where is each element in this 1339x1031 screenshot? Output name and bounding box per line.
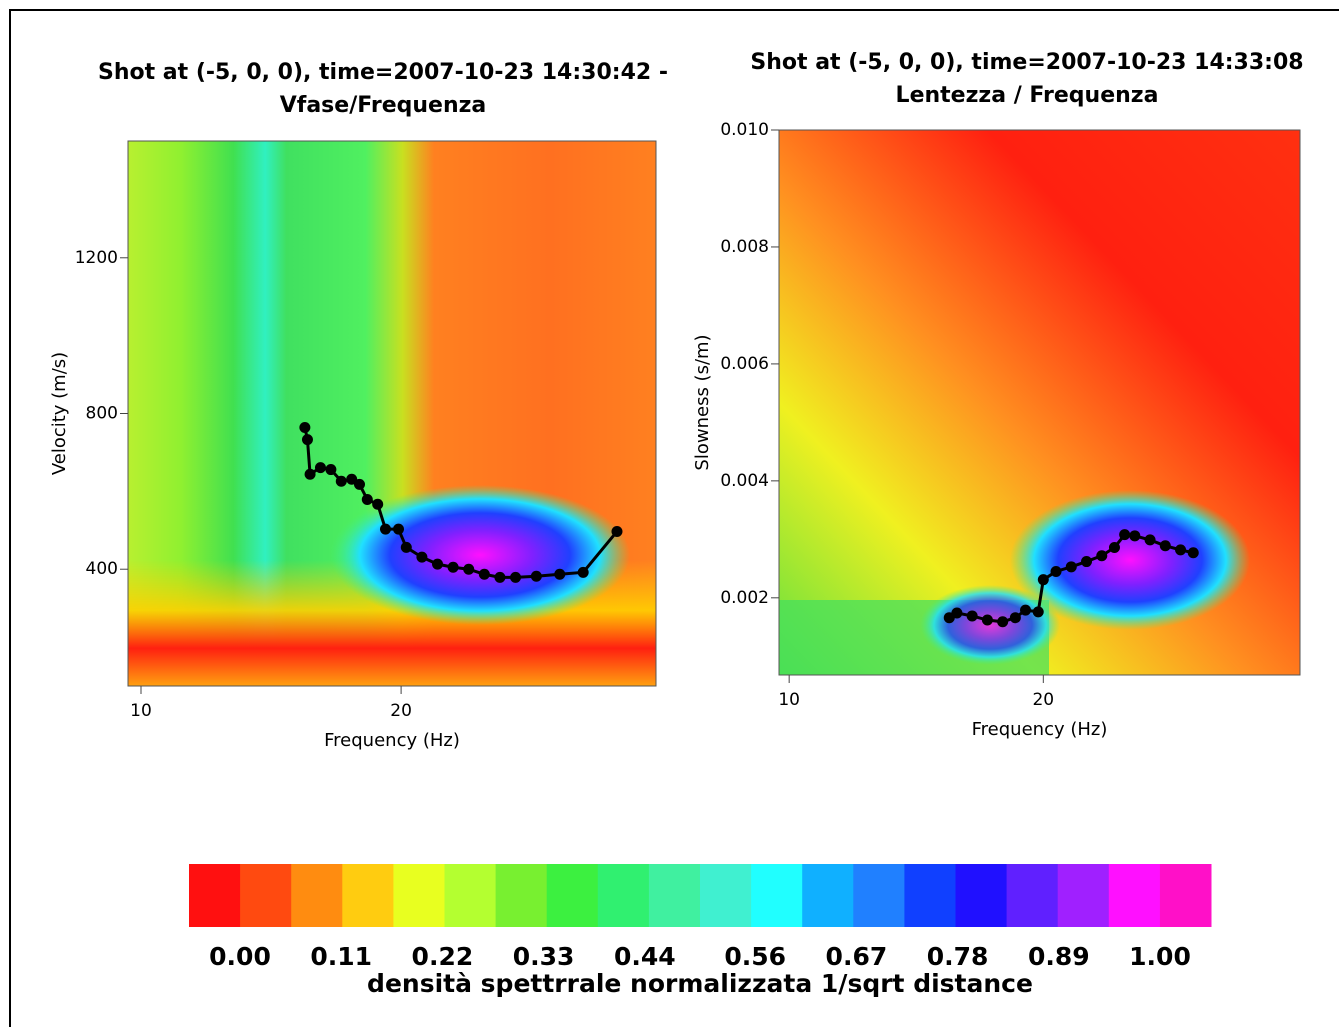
point xyxy=(611,525,623,537)
colorbar-tick-label: 0.33 xyxy=(513,942,575,971)
point xyxy=(1096,550,1108,562)
colorbar-swatch xyxy=(802,864,854,927)
chart-subtitle: Lentezza / Frequenza xyxy=(896,83,1159,108)
colorbar-swatch xyxy=(393,864,445,927)
colorbar-swatch xyxy=(751,864,803,927)
x-axis-label: Frequency (Hz) xyxy=(324,730,460,751)
point xyxy=(314,462,326,474)
point xyxy=(478,568,490,580)
colorbar-tick-label: 0.11 xyxy=(310,942,372,971)
point xyxy=(463,563,475,575)
point xyxy=(1020,604,1032,616)
point xyxy=(951,607,963,619)
point xyxy=(447,561,459,573)
y-axis-label: Slowness (s/m) xyxy=(692,334,713,470)
point xyxy=(400,541,412,553)
point xyxy=(510,571,522,583)
point xyxy=(325,464,337,476)
colorbar-swatch xyxy=(597,864,650,927)
colorbar-tick-label: 0.56 xyxy=(724,942,786,971)
point xyxy=(1129,530,1141,542)
colorbar-swatch xyxy=(240,864,292,927)
colorbar-swatch xyxy=(1006,864,1059,927)
point xyxy=(1108,542,1120,554)
colorbar-swatch xyxy=(291,864,343,927)
colorbar-tick-label: 1.00 xyxy=(1129,942,1191,971)
point xyxy=(1037,574,1049,586)
colorbar-tick-label: 0.89 xyxy=(1028,942,1090,971)
y-tick-label: 0.006 xyxy=(720,354,769,374)
colorbar-swatch xyxy=(189,864,241,927)
point xyxy=(554,568,566,580)
point xyxy=(494,571,506,583)
x-tick-label: 10 xyxy=(130,701,152,721)
point xyxy=(432,558,444,570)
colorbar-swatch xyxy=(495,864,548,927)
x-tick-label: 10 xyxy=(778,690,800,710)
y-tick-label: 0.004 xyxy=(720,471,769,491)
chart-title: Shot at (-5, 0, 0), time=2007-10-23 14:3… xyxy=(98,60,668,85)
point xyxy=(335,475,347,487)
point xyxy=(372,498,384,510)
y-tick-label: 0.008 xyxy=(720,237,769,257)
chart-subtitle: Vfase/Frequenza xyxy=(280,93,487,118)
point xyxy=(301,434,313,446)
point xyxy=(966,610,978,622)
colorbar-swatch xyxy=(342,864,394,927)
point xyxy=(304,468,316,480)
y-tick-label: 800 xyxy=(86,404,118,424)
chart-title: Shot at (-5, 0, 0), time=2007-10-23 14:3… xyxy=(750,50,1303,75)
heatmap-2 xyxy=(779,130,1300,675)
point xyxy=(1050,565,1062,577)
colorbar-swatch xyxy=(444,864,497,927)
y-axis-label: Velocity (m/s) xyxy=(49,352,70,475)
point xyxy=(379,523,391,535)
colorbar-swatch xyxy=(853,864,905,927)
colorbar-swatch xyxy=(1057,864,1110,927)
colorbar-tick-label: 0.22 xyxy=(412,942,474,971)
point xyxy=(1159,540,1171,552)
point xyxy=(1081,556,1093,568)
colorbar-swatch xyxy=(546,864,599,927)
colorbar-swatch xyxy=(955,864,1008,927)
point xyxy=(1032,606,1044,618)
point xyxy=(997,616,1009,628)
point xyxy=(353,478,365,490)
colorbar-swatch xyxy=(1108,864,1161,927)
point xyxy=(1119,529,1131,541)
point xyxy=(393,523,405,535)
point xyxy=(299,422,311,434)
point xyxy=(530,570,542,582)
colorbar-tick-label: 0.00 xyxy=(209,942,271,971)
x-axis-label: Frequency (Hz) xyxy=(972,719,1108,740)
colorbar-tick-label: 0.67 xyxy=(826,942,888,971)
colorbar-swatch xyxy=(648,864,701,927)
colorbar-tick-label: 0.78 xyxy=(927,942,989,971)
colorbar-swatch xyxy=(700,864,752,927)
plot-frame xyxy=(778,129,1301,676)
point xyxy=(361,494,373,506)
x-tick-label: 20 xyxy=(390,701,412,721)
point xyxy=(1144,534,1156,546)
y-tick-label: 400 xyxy=(86,559,118,579)
y-tick-label: 1200 xyxy=(75,248,118,268)
colorbar-swatch xyxy=(904,864,956,927)
point xyxy=(346,473,358,485)
heatmap-1 xyxy=(128,141,656,686)
colorbar-label: densità spettrrale normalizzata 1/sqrt d… xyxy=(367,969,1033,998)
y-tick-label: 0.010 xyxy=(720,120,769,140)
colorbar-tick-label: 0.44 xyxy=(614,942,676,971)
point xyxy=(577,566,589,578)
point xyxy=(1187,547,1199,559)
point xyxy=(1065,561,1077,573)
x-tick-label: 20 xyxy=(1032,690,1054,710)
point xyxy=(1009,612,1021,624)
point xyxy=(1175,544,1187,556)
point xyxy=(981,614,993,626)
point xyxy=(416,551,428,563)
colorbar-swatch xyxy=(1159,864,1212,927)
y-tick-label: 0.002 xyxy=(720,588,769,608)
